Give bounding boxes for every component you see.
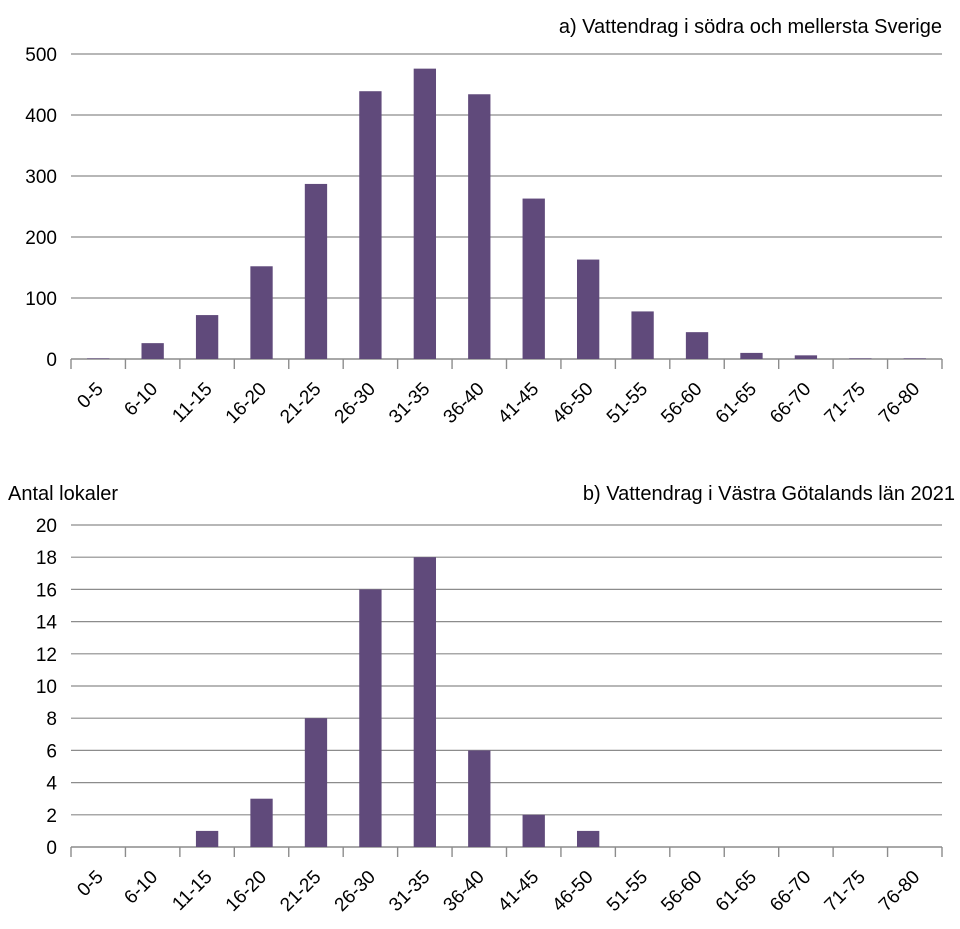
chart-a-xtick-label: 51-55 [603, 379, 652, 428]
chart-b-title: b) Vattendrag i Västra Götalands län 202… [583, 483, 955, 505]
chart-b-bar [250, 798, 273, 847]
chart-a-bar [250, 266, 273, 359]
chart-a-xtick-label: 41-45 [494, 379, 543, 428]
chart-a-bar [740, 352, 763, 359]
chart-b-xtick-label: 56-60 [657, 867, 706, 916]
chart-b-xtick-label: 36-40 [440, 867, 489, 916]
chart-a-xtick-label: 0-5 [73, 379, 107, 413]
chart-b-ytick-label: 10 [36, 677, 57, 698]
chart-a-bar [468, 94, 491, 359]
chart-b-xtick-label: 26-30 [331, 867, 380, 916]
chart-b-xtick-label: 66-70 [766, 867, 815, 916]
chart-a-xtick-label: 21-25 [276, 379, 325, 428]
chart-b-xtick-label: 61-65 [712, 867, 761, 916]
chart-b-bar [413, 557, 437, 847]
chart-b: b) Vattendrag i Västra Götalands län 202… [8, 483, 955, 916]
chart-b-xtick-label: 46-50 [548, 867, 597, 916]
chart-a-bar [849, 358, 872, 359]
chart-b-xtick-label: 41-45 [494, 867, 543, 916]
chart-a-ytick-label: 100 [25, 289, 57, 310]
chart-b-xtick-label: 6-10 [120, 867, 162, 909]
chart-a-title: a) Vattendrag i södra och mellersta Sver… [559, 16, 942, 38]
chart-b-ytick-label: 0 [46, 838, 57, 859]
chart-b-ytick-label: 4 [46, 774, 57, 795]
chart-b-bar [304, 718, 328, 847]
chart-b-ytick-label: 14 [36, 613, 58, 634]
chart-a-xtick-label: 6-10 [120, 379, 162, 421]
chart-b-xtick-label: 31-35 [385, 867, 434, 916]
chart-a-ytick-label: 400 [25, 106, 57, 127]
chart-b-xtick-label: 11-15 [168, 867, 216, 915]
chart-b-bar [468, 750, 491, 847]
chart-b-xtick-label: 0-5 [73, 867, 107, 901]
chart-a-bar [631, 311, 654, 359]
chart-a-xtick-label: 36-40 [440, 379, 489, 428]
chart-a-ytick-label: 200 [25, 228, 57, 249]
chart-a-xtick-label: 56-60 [657, 379, 706, 428]
chart-b-ytick-label: 8 [46, 709, 57, 730]
chart-a-bar [413, 68, 437, 359]
chart-a-xtick-label: 71-75 [821, 379, 870, 428]
chart-a-bar [141, 343, 164, 359]
chart-a-xtick-label: 61-65 [712, 379, 761, 428]
chart-a-xtick-label: 16-20 [222, 379, 271, 428]
chart-a-bar [87, 358, 110, 359]
chart-a-bar [576, 259, 600, 359]
chart-b-ytick-label: 6 [46, 741, 57, 762]
chart-a-ytick-label: 500 [25, 45, 57, 66]
chart-a-bar [685, 332, 709, 359]
chart-b-xtick-label: 76-80 [875, 867, 924, 916]
chart-b-xtick-label: 16-20 [222, 867, 271, 916]
chart-a-xtick-label: 66-70 [766, 379, 815, 428]
chart-b-ytick-label: 18 [36, 548, 57, 569]
chart-b-xtick-label: 71-75 [821, 867, 870, 916]
chart-b-ytick-label: 16 [36, 580, 57, 601]
chart-b-xtick-label: 21-25 [276, 867, 325, 916]
chart-a-bar [359, 91, 382, 360]
chart-a-bar [522, 198, 545, 359]
chart-b-ytick-label: 20 [36, 516, 57, 537]
chart-b-ylabel: Antal lokaler [8, 483, 118, 505]
chart-a-xtick-label: 31-35 [385, 379, 434, 428]
chart-a-xtick-label: 46-50 [548, 379, 597, 428]
chart-a-xtick-label: 11-15 [168, 379, 216, 427]
chart-a-ytick-label: 0 [46, 350, 57, 371]
chart-a-ytick-label: 300 [25, 167, 57, 188]
chart-b-bar [359, 589, 382, 847]
chart-b-xtick-label: 51-55 [603, 867, 652, 916]
chart-a-xtick-label: 26-30 [331, 379, 380, 428]
chart-b-bar [195, 830, 219, 847]
chart-b-bar [576, 830, 600, 847]
chart-a-bar [195, 315, 219, 359]
chart-a: a) Vattendrag i södra och mellersta Sver… [25, 16, 943, 428]
chart-a-bar [903, 358, 926, 359]
chart-b-bar [522, 814, 545, 847]
chart-a-bar [304, 183, 328, 359]
chart-b-ytick-label: 12 [36, 645, 57, 666]
chart-a-xtick-label: 76-80 [875, 379, 924, 428]
chart-b-ytick-label: 2 [46, 806, 57, 827]
chart-a-bar [794, 355, 818, 359]
